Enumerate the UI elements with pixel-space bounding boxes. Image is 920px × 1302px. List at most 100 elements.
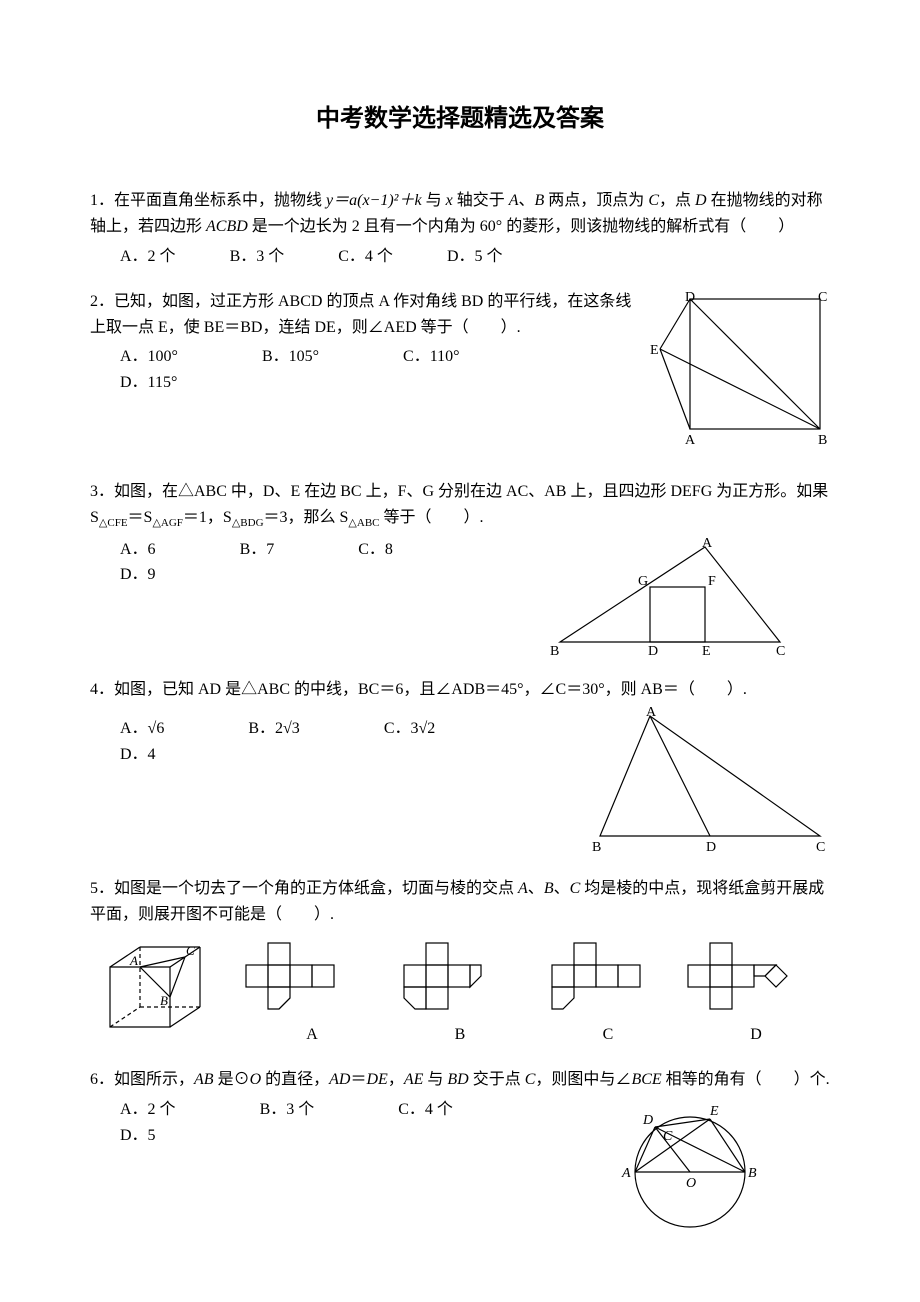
q2-label-E: E — [650, 343, 659, 358]
q6-p8: ，则图中与∠ — [535, 1071, 631, 1088]
q5-opt-a[interactable]: A — [238, 938, 386, 1048]
q5-opt-c[interactable]: C — [534, 938, 682, 1048]
q3-label-B: B — [550, 644, 559, 657]
q6-p9: 相等的角有（ ）个. — [662, 1071, 830, 1088]
question-1: 1．在平面直角坐标系中，抛物线 y＝a(x−1)²＋k 与 x 轴交于 A、B … — [90, 188, 830, 269]
q1-opt-b[interactable]: B．3 个 — [230, 244, 285, 270]
q1-text: 1．在平面直角坐标系中，抛物线 y＝a(x−1)²＋k 与 x 轴交于 A、B … — [90, 188, 830, 239]
q5-B: B — [544, 880, 554, 897]
q6-label-E: E — [709, 1104, 719, 1119]
q6-opt-d[interactable]: D．5 — [120, 1123, 156, 1149]
q4-opt-c[interactable]: C．3√2 — [384, 716, 435, 742]
q6-p3: 的直径， — [261, 1071, 329, 1088]
question-2: A B C D E 2．已知，如图，过正方形 ABCD 的顶点 A 作对角线 B… — [90, 289, 830, 459]
q5-C: C — [570, 880, 581, 897]
q1-opt-d[interactable]: D．5 个 — [447, 244, 503, 270]
q3-p3: ＝1，S — [183, 509, 232, 526]
q3-label-E: E — [702, 644, 711, 657]
q3-p4: ＝3，那么 S — [264, 509, 349, 526]
q5-cube-B: B — [160, 993, 168, 1008]
q3-p2: ＝S — [128, 509, 153, 526]
q5-p2: 、 — [528, 880, 544, 897]
q6-opt-c[interactable]: C．4 个 — [398, 1097, 453, 1123]
q1-D: D — [695, 192, 707, 209]
q3-opt-c[interactable]: C．8 — [358, 537, 393, 563]
q2-label-C: C — [818, 290, 827, 305]
q6-BD: BD — [447, 1071, 468, 1088]
q4-opt-a[interactable]: A．√6 — [120, 716, 164, 742]
q5-text: 5．如图是一个切去了一个角的正方体纸盒，切面与棱的交点 A、B、C 均是棱的中点… — [90, 876, 830, 927]
q3-label-D: D — [648, 644, 658, 657]
q1-opt-c[interactable]: C．4 个 — [338, 244, 393, 270]
q2-label-D: D — [685, 290, 695, 305]
q2-opt-c[interactable]: C．110° — [403, 344, 459, 370]
q3-label-F: F — [708, 574, 716, 589]
q3-label-C: C — [776, 644, 785, 657]
q1-ACBD: ACBD — [206, 218, 248, 235]
q1-B: B — [535, 192, 545, 209]
q6-C: C — [525, 1071, 536, 1088]
q3-opt-a[interactable]: A．6 — [120, 537, 156, 563]
q6-p6: 与 — [423, 1071, 447, 1088]
q3-s3: △BDG — [232, 517, 264, 529]
q1-opt-a[interactable]: A．2 个 — [120, 244, 176, 270]
q5-cube-A: A — [129, 953, 138, 968]
q1-p1: 1．在平面直角坐标系中，抛物线 — [90, 192, 326, 209]
q5-label-c: C — [534, 1022, 682, 1048]
q3-text: 3．如图，在△ABC 中，D、E 在边 BC 上，F、G 分别在边 AC、AB … — [90, 479, 830, 532]
q6-AB: AB — [194, 1071, 214, 1088]
question-3: 3．如图，在△ABC 中，D、E 在边 BC 上，F、G 分别在边 AC、AB … — [90, 479, 830, 656]
q6-p2: 是⊙ — [214, 1071, 250, 1088]
q5-p3: 、 — [554, 880, 570, 897]
q5-opt-d[interactable]: D — [682, 938, 830, 1048]
q5-opt-b[interactable]: B — [386, 938, 534, 1048]
q6-label-O: O — [686, 1176, 696, 1191]
q1-C: C — [648, 192, 659, 209]
q3-label-A: A — [702, 537, 713, 551]
q6-BCE: BCE — [631, 1071, 661, 1088]
q6-O: O — [250, 1071, 262, 1088]
q6-DE: DE — [367, 1071, 388, 1088]
q4-label-C: C — [816, 840, 825, 855]
q4-opt-b[interactable]: B．2√3 — [248, 716, 299, 742]
q6-label-C: C — [663, 1129, 673, 1144]
q5-A: A — [518, 880, 528, 897]
q2-opt-a[interactable]: A．100° — [120, 344, 178, 370]
q3-opt-d[interactable]: D．9 — [120, 562, 156, 588]
q3-p5: 等于（ ）. — [380, 509, 484, 526]
question-6: 6．如图所示，AB 是⊙O 的直径，AD＝DE，AE 与 BD 交于点 C，则图… — [90, 1067, 830, 1237]
q6-p7: 交于点 — [469, 1071, 525, 1088]
q1-formula: y＝a(x−1)²＋k — [326, 192, 422, 209]
page-title: 中考数学选择题精选及答案 — [90, 100, 830, 138]
q6-figure: A B O D E C — [610, 1097, 770, 1237]
q3-opt-b[interactable]: B．7 — [240, 537, 275, 563]
q3-s4: △ABC — [348, 517, 379, 529]
q3-s2: △AGF — [152, 517, 182, 529]
q6-opt-a[interactable]: A．2 个 — [120, 1097, 176, 1123]
q1-p8: 是一个边长为 2 且有一个内角为 60° 的菱形，则该抛物线的解析式有（ ） — [248, 218, 794, 235]
q1-p3: 轴交于 — [453, 192, 509, 209]
q4-label-A: A — [646, 706, 657, 720]
q5-cube-figure: A C B — [90, 937, 238, 1047]
q1-A: A — [509, 192, 519, 209]
q6-label-A: A — [621, 1166, 631, 1181]
q6-p5: ， — [388, 1071, 404, 1088]
q6-label-D: D — [642, 1113, 653, 1128]
q6-p1: 6．如图所示， — [90, 1071, 194, 1088]
q2-opt-b[interactable]: B．105° — [262, 344, 319, 370]
q5-figures: A C B A — [90, 937, 830, 1047]
q1-x: x — [446, 192, 453, 209]
q6-label-B: B — [748, 1166, 757, 1181]
q4-label-D: D — [706, 840, 716, 855]
q2-opt-d[interactable]: D．115° — [120, 370, 177, 396]
q4-opt-d[interactable]: D．4 — [120, 742, 156, 768]
q6-p4: ＝ — [350, 1071, 366, 1088]
q4-text: 4．如图，已知 AD 是△ABC 的中线，BC＝6，且∠ADB＝45°，∠C＝3… — [90, 677, 830, 703]
q5-cube-C: C — [186, 943, 195, 958]
q6-opt-b[interactable]: B．3 个 — [260, 1097, 315, 1123]
q2-label-A: A — [685, 433, 696, 448]
q1-options: A．2 个 B．3 个 C．4 个 D．5 个 — [90, 244, 830, 270]
q1-p5: 两点，顶点为 — [544, 192, 648, 209]
q1-p6: ，点 — [659, 192, 695, 209]
q1-p4: 、 — [519, 192, 535, 209]
